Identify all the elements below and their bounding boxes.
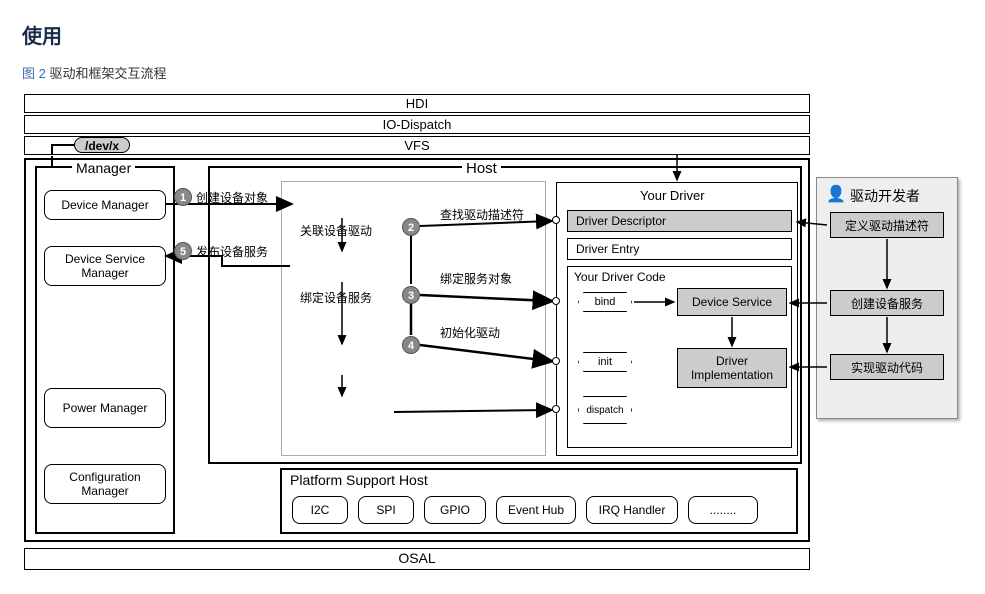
page-title: 使用: [22, 20, 963, 49]
developer-icon: 👤: [826, 184, 846, 204]
your-driver-title: Your Driver: [640, 188, 705, 203]
figure-number: 图 2: [22, 66, 46, 81]
step-2-badge: 2: [402, 218, 420, 236]
figure-text: 驱动和框架交互流程: [46, 66, 167, 81]
port-dispatch: [552, 405, 560, 413]
step-1-badge: 1: [174, 188, 192, 206]
figure-caption: 图 2 驱动和框架交互流程: [22, 63, 963, 82]
step-4-badge: 4: [402, 336, 420, 354]
step-5-badge: 5: [174, 242, 192, 260]
driver-code-title: Your Driver Code: [574, 270, 666, 284]
step-3-badge: 3: [402, 286, 420, 304]
step-2a-label: 关联设备驱动: [300, 222, 372, 239]
step-2b-label: 查找驱动描述符: [440, 206, 524, 223]
developer-title: 驱动开发者: [850, 186, 920, 206]
platform-title: Platform Support Host: [290, 472, 428, 488]
step-3a-label: 绑定设备服务: [300, 289, 372, 306]
dev-x-node: /dev/x: [74, 137, 130, 153]
step-5-label: 发布设备服务: [196, 243, 268, 260]
port-descriptor: [552, 216, 560, 224]
architecture-diagram: HDI IO-Dispatch VFS /dev/x Manager Devic…: [22, 94, 963, 574]
step-3b-label: 绑定服务对象: [440, 270, 512, 287]
step-4-label: 初始化驱动: [440, 324, 500, 341]
port-bind: [552, 297, 560, 305]
port-init: [552, 357, 560, 365]
step-1-label: 创建设备对象: [196, 189, 268, 206]
